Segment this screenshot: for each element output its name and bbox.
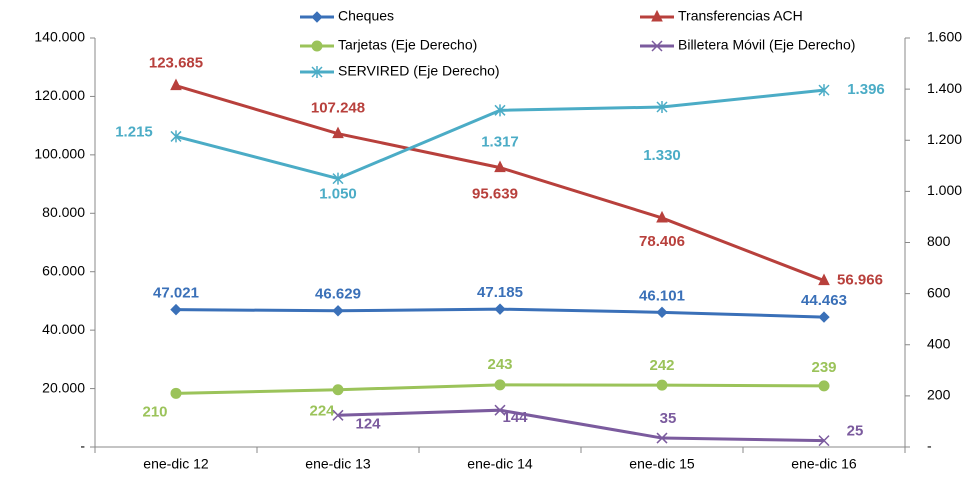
value-label: 243 <box>487 356 512 373</box>
point <box>818 84 830 97</box>
point <box>170 78 182 91</box>
value-label: 44.463 <box>801 292 847 309</box>
value-label: 1.396 <box>847 81 885 98</box>
point <box>656 379 668 391</box>
value-label: 25 <box>847 423 864 440</box>
y-tick-label: 20.000 <box>42 379 85 395</box>
x-tick-label: ene-dic 16 <box>791 456 857 472</box>
legend-marker <box>651 9 663 22</box>
value-label: 123.685 <box>149 55 203 72</box>
legend-label: Cheques <box>338 8 394 24</box>
point <box>656 432 668 444</box>
point <box>656 306 668 319</box>
legend-marker <box>311 11 323 23</box>
point <box>494 404 506 416</box>
point <box>656 210 668 223</box>
value-label: 239 <box>811 359 836 376</box>
y2-tick-label: 400 <box>927 335 951 351</box>
value-label: 47.185 <box>477 284 523 301</box>
point <box>494 160 506 173</box>
point <box>332 126 344 139</box>
point <box>818 273 830 286</box>
point <box>332 384 344 396</box>
y2-tick-label: 1.600 <box>927 29 962 45</box>
legend-marker <box>651 40 663 52</box>
value-label: 224 <box>309 403 335 420</box>
value-label: 124 <box>355 415 381 432</box>
value-label: 46.101 <box>639 287 685 304</box>
value-label: 242 <box>649 357 674 374</box>
value-label: 1.317 <box>481 133 519 150</box>
legend-marker <box>311 40 323 52</box>
value-label: 56.966 <box>837 272 883 289</box>
y-tick-label: 80.000 <box>42 204 85 220</box>
point <box>494 379 506 391</box>
y-tick-label: 40.000 <box>42 321 85 337</box>
point <box>818 311 830 323</box>
y2-tick-label: 800 <box>927 233 951 249</box>
x-tick-label: ene-dic 14 <box>467 456 533 472</box>
point <box>494 303 506 315</box>
point <box>170 303 182 316</box>
point <box>818 435 830 447</box>
y2-tick-label: 1.400 <box>927 80 962 96</box>
x-tick-label: ene-dic 12 <box>143 456 209 472</box>
y-tick-label: 120.000 <box>34 87 85 103</box>
value-label: 1.215 <box>115 123 153 140</box>
legend-label: Transferencias ACH <box>678 8 803 24</box>
series-line <box>337 408 825 443</box>
y2-tick-label: - <box>927 438 932 454</box>
x-tick-label: ene-dic 15 <box>629 456 695 472</box>
value-label: 35 <box>660 410 677 427</box>
y2-tick-label: 600 <box>927 284 951 300</box>
value-label: 210 <box>142 403 167 420</box>
y2-tick-label: 200 <box>927 387 951 403</box>
value-label: 144 <box>502 409 528 426</box>
legend-label: Billetera Móvil (Eje Derecho) <box>678 37 855 53</box>
point <box>170 130 182 143</box>
legend-marker <box>311 66 323 78</box>
legend-label: SERVIRED (Eje Derecho) <box>338 63 500 79</box>
y-tick-label: 140.000 <box>34 29 85 45</box>
point <box>818 380 830 392</box>
y2-tick-label: 1.000 <box>927 182 962 198</box>
y-tick-label: 60.000 <box>42 262 85 278</box>
point <box>332 172 344 185</box>
point <box>332 305 344 317</box>
point <box>656 101 668 114</box>
y-tick-label: - <box>80 438 85 454</box>
point <box>332 409 344 421</box>
y2-tick-label: 1.200 <box>927 131 962 147</box>
point <box>494 104 506 117</box>
value-label: 78.406 <box>639 233 685 250</box>
value-label: 47.021 <box>153 285 199 302</box>
value-label: 46.629 <box>315 286 361 303</box>
point <box>170 387 182 399</box>
value-label: 107.248 <box>311 100 365 117</box>
legend-label: Tarjetas (Eje Derecho) <box>338 37 477 53</box>
x-tick-label: ene-dic 13 <box>305 456 371 472</box>
value-label: 1.050 <box>319 186 357 203</box>
y-tick-label: 100.000 <box>34 146 85 162</box>
value-label: 1.330 <box>643 147 681 164</box>
value-label: 95.639 <box>472 186 518 203</box>
